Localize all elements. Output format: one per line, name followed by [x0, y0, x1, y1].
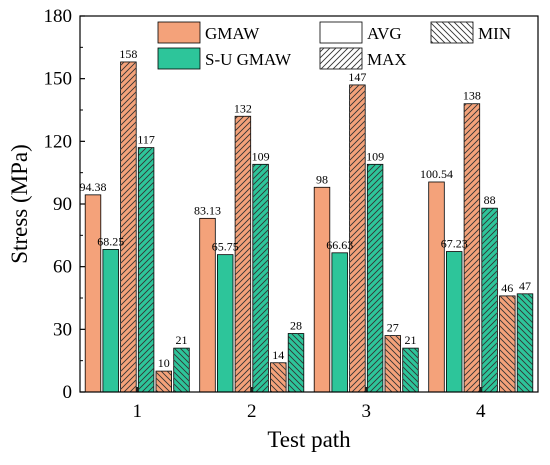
bar-hatch-s-u-gmaw-max-path-4 [481, 208, 498, 392]
bar-s-u-gmaw-avg-path-4 [445, 251, 463, 393]
y-tick-label: 150 [44, 69, 73, 90]
y-tick-label: 0 [63, 382, 73, 403]
ticks-layer: 1 2 3 4 0 30 60 90 120 150 180 [44, 6, 487, 422]
legend-label: S-U GMAW [205, 50, 292, 69]
data-label: 117 [137, 133, 155, 147]
data-label: 158 [119, 47, 137, 61]
bar-hatch-s-u-gmaw-min-path-3 [402, 348, 419, 392]
data-label: 21 [405, 333, 417, 347]
bar-hatch-gmaw-min-path-4 [499, 295, 516, 392]
bar-s-u-gmaw-avg-path-1 [102, 249, 119, 393]
y-tick-label: 120 [44, 131, 73, 152]
y-tick-label: 180 [44, 6, 73, 27]
data-label: 132 [234, 101, 252, 115]
legend-swatch-hatch [320, 48, 362, 69]
bar-hatch-gmaw-max-path-1 [120, 61, 137, 392]
y-tick-label: 60 [53, 257, 72, 278]
x-tick-label: 1 [133, 401, 143, 422]
bars-layer [84, 61, 534, 393]
bar-hatch-s-u-gmaw-min-path-1 [173, 348, 190, 392]
data-label: 109 [366, 149, 384, 163]
bar-hatch-gmaw-max-path-3 [349, 84, 366, 392]
bar-hatch-gmaw-min-path-1 [156, 371, 172, 392]
data-label: 66.63 [326, 238, 353, 252]
legend-swatch [157, 21, 201, 44]
bar-hatch-s-u-gmaw-max-path-2 [252, 164, 269, 392]
bar-hatch-gmaw-min-path-2 [270, 362, 287, 392]
x-tick-label: 3 [362, 401, 372, 422]
y-tick-label: 30 [53, 319, 72, 340]
data-label: 10 [158, 356, 170, 370]
x-tick-label: 4 [476, 401, 486, 422]
x-tick-label: 2 [247, 401, 257, 422]
data-label: 94.38 [80, 180, 107, 194]
legend-swatch-hatch [431, 22, 473, 43]
bar-hatch-s-u-gmaw-max-path-3 [367, 164, 383, 392]
data-label: 68.25 [97, 234, 124, 248]
data-label: 109 [252, 149, 270, 163]
bar-gmaw-avg-path-1 [84, 194, 102, 393]
bar-hatch-s-u-gmaw-min-path-2 [288, 333, 304, 392]
bar-s-u-gmaw-avg-path-2 [216, 254, 234, 393]
bar-s-u-gmaw-avg-path-3 [331, 252, 348, 393]
data-labels-layer: 94.38 68.25 158 117 10 21 83.13 65.75 132 109 14 28… [80, 47, 532, 370]
y-tick-label: 90 [53, 194, 72, 215]
bar-gmaw-avg-path-4 [428, 181, 445, 393]
data-label: 83.13 [194, 203, 221, 217]
bar-hatch-s-u-gmaw-max-path-1 [138, 147, 154, 392]
bar-hatch-s-u-gmaw-min-path-4 [517, 293, 533, 392]
data-label: 14 [272, 348, 284, 362]
legend-label: MAX [367, 50, 407, 69]
data-label: 138 [463, 89, 481, 103]
bar-hatch-gmaw-max-path-2 [235, 116, 251, 393]
bar-gmaw-avg-path-3 [313, 186, 331, 393]
data-label: 65.75 [212, 240, 239, 254]
data-label: 100.54 [420, 167, 453, 181]
x-axis-label: Test path [267, 427, 351, 452]
legend: GMAW S-U GMAW AVG MAX MIN [157, 21, 511, 70]
legend-label: AVG [367, 24, 402, 43]
data-label: 27 [387, 321, 399, 335]
data-label: 88 [484, 193, 496, 207]
data-label: 28 [290, 319, 302, 333]
data-label: 67.23 [441, 237, 468, 251]
y-axis-label: Stress (MPa) [7, 144, 32, 263]
data-label: 147 [348, 70, 366, 84]
data-label: 21 [176, 333, 188, 347]
data-label: 98 [316, 172, 328, 186]
bar-hatch-gmaw-max-path-4 [464, 103, 480, 392]
data-label: 46 [501, 281, 513, 295]
legend-label: MIN [478, 24, 511, 43]
legend-swatch [157, 47, 201, 70]
legend-label: GMAW [205, 24, 260, 43]
data-label: 47 [519, 279, 531, 293]
bar-hatch-gmaw-min-path-3 [385, 335, 401, 392]
legend-swatch [319, 21, 363, 44]
